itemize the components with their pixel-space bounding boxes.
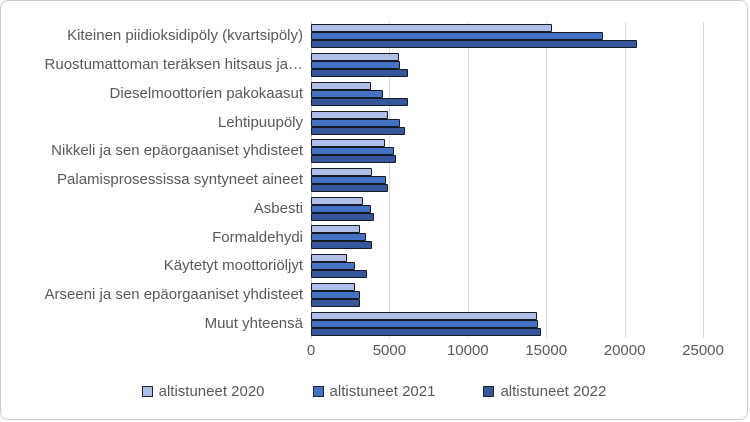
legend-item: altistuneet 2021 [312,382,436,400]
gridline [546,22,548,338]
bar-altistuneet-2021 [311,176,387,184]
bar-altistuneet-2020 [311,139,385,148]
bar-altistuneet-2021 [311,118,401,127]
bar-group [311,53,703,78]
bar-altistuneet-2022 [311,327,542,336]
bar-altistuneet-2020 [311,225,360,234]
bar-altistuneet-2021 [311,262,355,271]
legend-marker-icon [483,385,495,397]
bar-altistuneet-2020 [311,168,373,176]
bar-altistuneet-2022 [311,184,388,192]
bar-altistuneet-2021 [311,233,366,242]
category-label: Arseeni ja sen epäorgaaniset yhdisteet [44,286,303,304]
bar-altistuneet-2022 [311,40,638,49]
bar-altistuneet-2022 [311,69,409,78]
category-label: Lehtipuupöly [217,113,303,131]
bar-group [311,282,703,307]
bar-altistuneet-2020 [311,254,348,263]
category-label: Käytetyt moottoriöljyt [163,257,303,275]
bar-altistuneet-2022 [311,241,373,250]
bar-group [311,254,703,279]
bar-group [311,81,703,106]
bar-altistuneet-2022 [311,212,374,221]
value-axis: 0 5000 10000 15000 20000 25000 [1,342,747,362]
legend-marker-icon [141,385,153,397]
legend-label: altistuneet 2022 [500,382,607,400]
category-label: Asbesti [253,199,303,217]
legend: altistuneet 2020 altistuneet 2021 altistun… [1,378,747,404]
category-label: Muut yhteensä [204,314,303,332]
category-label: Dieselmoottorien pakokaasut [109,84,303,102]
category-label: Palamisprosessissa syntyneet aineet [57,171,303,189]
category-axis: Kiteinen piidioksidipöly (kvartsipöly) Ru… [1,22,303,338]
bar-group [311,225,703,250]
x-tick-label: 20000 [603,342,646,359]
bar-altistuneet-2020 [311,81,371,90]
bar-group [311,311,703,336]
legend-label: altistuneet 2021 [329,382,436,400]
bar-group [311,139,703,164]
bar-altistuneet-2022 [311,270,368,279]
gridline [467,22,469,338]
bar-altistuneet-2021 [311,290,360,299]
bar-group [311,110,703,135]
category-label: Nikkeli ja sen epäorgaaniset yhdisteet [51,142,303,160]
bar-altistuneet-2022 [311,155,396,164]
bar-group [311,168,703,192]
bar-altistuneet-2021 [311,89,384,98]
bar-altistuneet-2021 [311,61,401,70]
legend-label: altistuneet 2020 [158,382,265,400]
category-label: Ruostumattoman teräksen hitsaus ja… [44,56,303,74]
bar-altistuneet-2020 [311,24,553,33]
bar-altistuneet-2021 [311,204,371,213]
category-label: Formaldehydi [212,228,303,246]
gridline [624,22,626,338]
category-label: Kiteinen piidioksidipöly (kvartsipöly) [67,27,303,45]
bar-altistuneet-2020 [311,110,388,119]
bar-group [311,196,703,221]
bar-altistuneet-2021 [311,147,395,156]
bar-altistuneet-2020 [311,311,537,320]
x-tick-label: 5000 [372,342,407,359]
bar-altistuneet-2020 [311,282,355,291]
bar-altistuneet-2021 [311,32,603,41]
x-tick-label: 15000 [525,342,568,359]
legend-item: altistuneet 2022 [483,383,606,400]
plot-area [311,22,704,338]
bar-altistuneet-2022 [311,97,409,106]
x-tick-label: 25000 [682,342,724,359]
x-tick-label: 10000 [446,342,489,359]
bar-group [311,24,703,49]
bar-altistuneet-2022 [311,298,360,307]
bar-altistuneet-2020 [311,196,363,205]
bar-altistuneet-2021 [311,319,539,328]
gridline [389,22,391,338]
legend-item: altistuneet 2020 [141,382,265,400]
bar-altistuneet-2020 [311,53,399,62]
legend-marker-icon [312,385,324,397]
bar-altistuneet-2022 [311,126,406,135]
gridline [703,22,704,338]
x-tick-label: 0 [306,342,316,359]
